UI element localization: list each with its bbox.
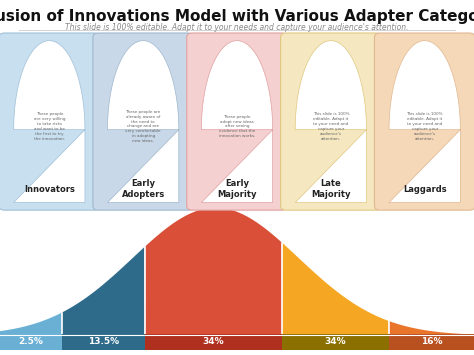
Text: These people
adopt new ideas
after seeing
evidence that the
innovation works.: These people adopt new ideas after seein… — [219, 115, 255, 138]
Text: 34%: 34% — [325, 337, 346, 346]
Polygon shape — [62, 247, 145, 335]
Polygon shape — [295, 41, 366, 202]
FancyBboxPatch shape — [282, 334, 389, 350]
Polygon shape — [108, 41, 179, 202]
FancyBboxPatch shape — [0, 33, 100, 210]
Polygon shape — [14, 41, 85, 202]
Polygon shape — [201, 41, 273, 202]
FancyBboxPatch shape — [389, 334, 474, 350]
FancyBboxPatch shape — [187, 33, 287, 210]
Text: Laggards: Laggards — [403, 185, 447, 193]
Text: Early
Majority: Early Majority — [217, 179, 257, 199]
FancyBboxPatch shape — [281, 33, 381, 210]
Text: Late
Majority: Late Majority — [311, 179, 351, 199]
Polygon shape — [389, 41, 460, 202]
Text: These people are
already aware of
the need to
change and are
very comfortable
in: These people are already aware of the ne… — [126, 110, 161, 143]
Polygon shape — [282, 243, 389, 335]
Text: These people
are very willing
to take risks
and want to be
the first to try
the : These people are very willing to take ri… — [34, 112, 65, 141]
Text: Innovators: Innovators — [24, 185, 75, 193]
Text: 13.5%: 13.5% — [88, 337, 118, 346]
Text: This slide is 100% editable. Adapt it to your needs and capture your audience's : This slide is 100% editable. Adapt it to… — [65, 23, 409, 32]
Polygon shape — [389, 321, 474, 335]
Text: Early
Adopters: Early Adopters — [121, 179, 165, 199]
Text: Diffusion of Innovations Model with Various Adapter Categories: Diffusion of Innovations Model with Vari… — [0, 9, 474, 24]
Polygon shape — [145, 208, 282, 335]
FancyBboxPatch shape — [374, 33, 474, 210]
FancyBboxPatch shape — [62, 334, 145, 350]
FancyBboxPatch shape — [145, 334, 282, 350]
Text: 34%: 34% — [202, 337, 224, 346]
Text: 16%: 16% — [420, 337, 442, 346]
Text: 2.5%: 2.5% — [18, 337, 43, 346]
FancyBboxPatch shape — [0, 334, 62, 350]
FancyBboxPatch shape — [93, 33, 193, 210]
Text: This slide is 100%
editable. Adapt it
to your need and
capture your
audience's
a: This slide is 100% editable. Adapt it to… — [406, 112, 443, 141]
Polygon shape — [0, 313, 62, 335]
Text: This slide is 100%
editable. Adapt it
to your need and
capture your
audience's
a: This slide is 100% editable. Adapt it to… — [312, 112, 349, 141]
